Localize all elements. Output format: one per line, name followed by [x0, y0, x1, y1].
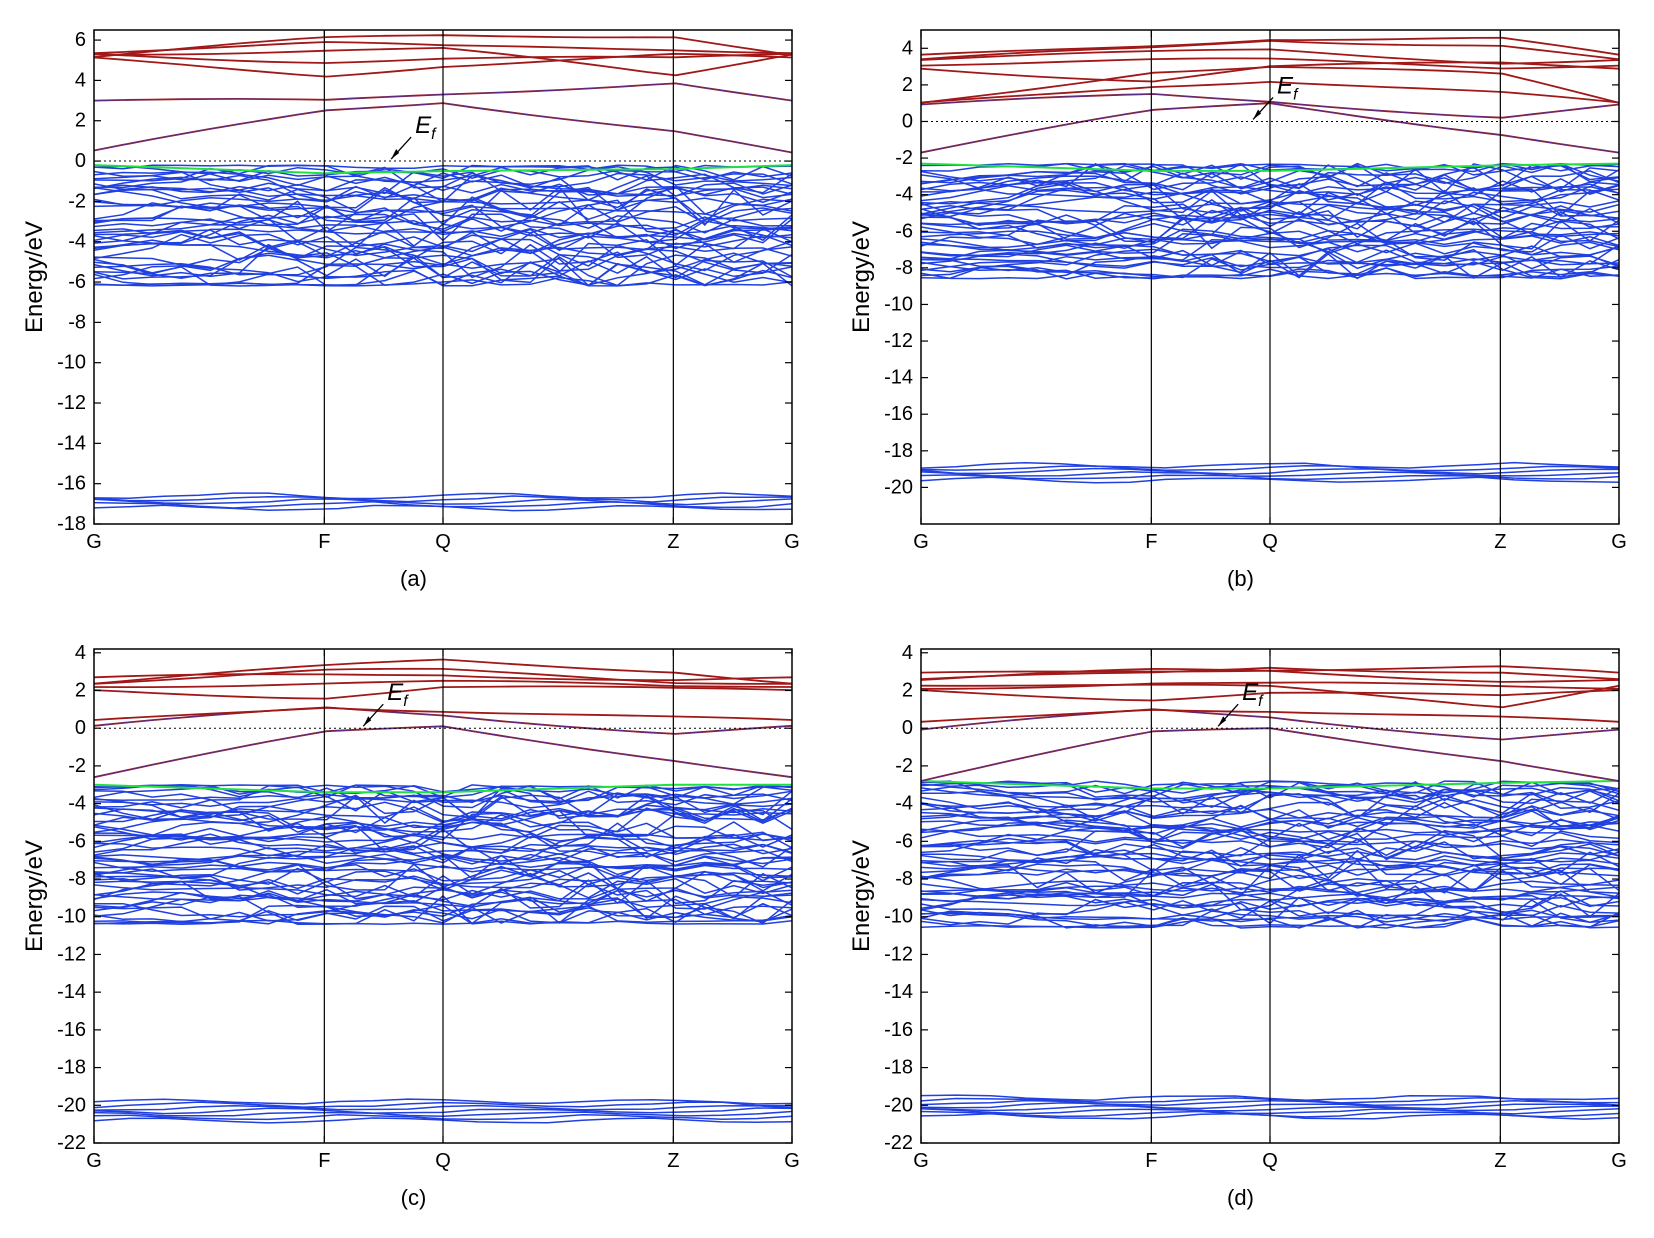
svg-text:4: 4: [901, 37, 912, 59]
svg-text:4: 4: [74, 642, 85, 664]
svg-text:G: G: [86, 531, 102, 553]
svg-text:-2: -2: [68, 190, 86, 212]
svg-text:4: 4: [74, 69, 85, 91]
svg-text:-10: -10: [884, 906, 913, 928]
svg-text:-6: -6: [68, 271, 86, 293]
svg-text:-2: -2: [895, 147, 913, 169]
svg-text:-18: -18: [884, 440, 913, 462]
svg-text:-18: -18: [884, 1057, 913, 1079]
band-plot-c: -22-20-18-16-14-12-10-8-6-4-2024GFQZGEne…: [24, 639, 804, 1179]
svg-text:-16: -16: [57, 1019, 86, 1041]
svg-text:-12: -12: [884, 330, 913, 352]
svg-text:-18: -18: [57, 1057, 86, 1079]
svg-text:-14: -14: [884, 981, 913, 1003]
svg-text:F: F: [1145, 531, 1157, 553]
svg-text:-12: -12: [884, 943, 913, 965]
svg-text:Z: Z: [667, 531, 679, 553]
svg-text:-14: -14: [57, 981, 86, 1003]
svg-text:2: 2: [901, 74, 912, 96]
svg-text:G: G: [1611, 531, 1627, 553]
svg-text:-20: -20: [57, 1094, 86, 1116]
svg-text:-16: -16: [884, 1019, 913, 1041]
svg-text:-10: -10: [57, 906, 86, 928]
band-plot-a: -18 -16 -14 -12 -10 -8 -6 -4 -2 0 2 4 6 G F Q Z G Energy/e…: [24, 20, 804, 560]
svg-text:-12: -12: [57, 943, 86, 965]
svg-text:-8: -8: [68, 311, 86, 333]
band-plot-d: -22-20-18-16-14-12-10-8-6-4-2024GFQZGEne…: [851, 639, 1631, 1179]
svg-text:Energy/eV: Energy/eV: [851, 221, 875, 333]
svg-text:-6: -6: [68, 830, 86, 852]
svg-text:G: G: [1611, 1150, 1627, 1172]
svg-text:-20: -20: [884, 1094, 913, 1116]
svg-text:Q: Q: [435, 1150, 451, 1172]
svg-text:-6: -6: [895, 830, 913, 852]
panel-label-c: (c): [401, 1185, 427, 1211]
band-plot-b: -20-18-16-14-12-10-8-6-4-2024GFQZGEnergy…: [851, 20, 1631, 560]
svg-text:2: 2: [74, 110, 85, 132]
svg-text:-20: -20: [884, 476, 913, 498]
svg-text:Ef: Ef: [1242, 679, 1264, 710]
svg-text:6: 6: [74, 29, 85, 51]
svg-text:Energy/eV: Energy/eV: [24, 221, 48, 333]
svg-text:Z: Z: [1494, 531, 1506, 553]
svg-text:G: G: [913, 1150, 929, 1172]
svg-text:-4: -4: [68, 231, 86, 253]
svg-text:-4: -4: [68, 793, 86, 815]
svg-text:F: F: [318, 1150, 330, 1172]
svg-text:-8: -8: [895, 868, 913, 890]
svg-text:-10: -10: [57, 352, 86, 374]
svg-text:Q: Q: [1262, 1150, 1278, 1172]
panel-c: -22-20-18-16-14-12-10-8-6-4-2024GFQZGEne…: [20, 639, 807, 1218]
svg-text:-22: -22: [57, 1132, 86, 1154]
svg-text:G: G: [784, 531, 800, 553]
svg-text:-18: -18: [57, 513, 86, 535]
panel-d: -22-20-18-16-14-12-10-8-6-4-2024GFQZGEne…: [847, 639, 1634, 1218]
svg-text:F: F: [318, 531, 330, 553]
svg-text:-4: -4: [895, 184, 913, 206]
svg-text:-8: -8: [68, 868, 86, 890]
svg-text:-14: -14: [57, 432, 86, 454]
svg-text:-4: -4: [895, 793, 913, 815]
panel-label-d: (d): [1227, 1185, 1254, 1211]
svg-text:-16: -16: [884, 403, 913, 425]
svg-text:Z: Z: [667, 1150, 679, 1172]
svg-text:-16: -16: [57, 473, 86, 495]
svg-text:F: F: [1145, 1150, 1157, 1172]
svg-text:Ef: Ef: [1277, 72, 1299, 103]
svg-text:G: G: [913, 531, 929, 553]
svg-text:-8: -8: [895, 257, 913, 279]
panel-label-a: (a): [400, 566, 427, 592]
svg-text:0: 0: [74, 150, 85, 172]
svg-text:Ef: Ef: [415, 112, 437, 143]
panel-label-b: (b): [1227, 566, 1254, 592]
svg-text:Energy/eV: Energy/eV: [24, 840, 48, 952]
svg-text:4: 4: [901, 642, 912, 664]
svg-text:-22: -22: [884, 1132, 913, 1154]
panel-a: -18 -16 -14 -12 -10 -8 -6 -4 -2 0 2 4 6 G F Q Z G Energy/e…: [20, 20, 807, 599]
svg-text:-6: -6: [895, 220, 913, 242]
svg-text:Energy/eV: Energy/eV: [851, 840, 875, 952]
svg-text:0: 0: [901, 110, 912, 132]
svg-text:-12: -12: [57, 392, 86, 414]
svg-text:Ef: Ef: [387, 679, 409, 710]
svg-text:2: 2: [901, 679, 912, 701]
svg-text:G: G: [86, 1150, 102, 1172]
panel-b: -20-18-16-14-12-10-8-6-4-2024GFQZGEnergy…: [847, 20, 1634, 599]
svg-text:-2: -2: [895, 755, 913, 777]
svg-text:2: 2: [74, 679, 85, 701]
svg-text:Q: Q: [1262, 531, 1278, 553]
svg-text:-10: -10: [884, 293, 913, 315]
svg-text:-14: -14: [884, 367, 913, 389]
svg-text:-2: -2: [68, 755, 86, 777]
svg-text:0: 0: [74, 717, 85, 739]
svg-text:G: G: [784, 1150, 800, 1172]
svg-text:0: 0: [901, 717, 912, 739]
svg-text:Z: Z: [1494, 1150, 1506, 1172]
svg-text:Q: Q: [435, 531, 451, 553]
figure-grid: -18-16-14-12-10-8-6-4-20246GFQZGEnergy/e…: [20, 20, 1634, 1218]
